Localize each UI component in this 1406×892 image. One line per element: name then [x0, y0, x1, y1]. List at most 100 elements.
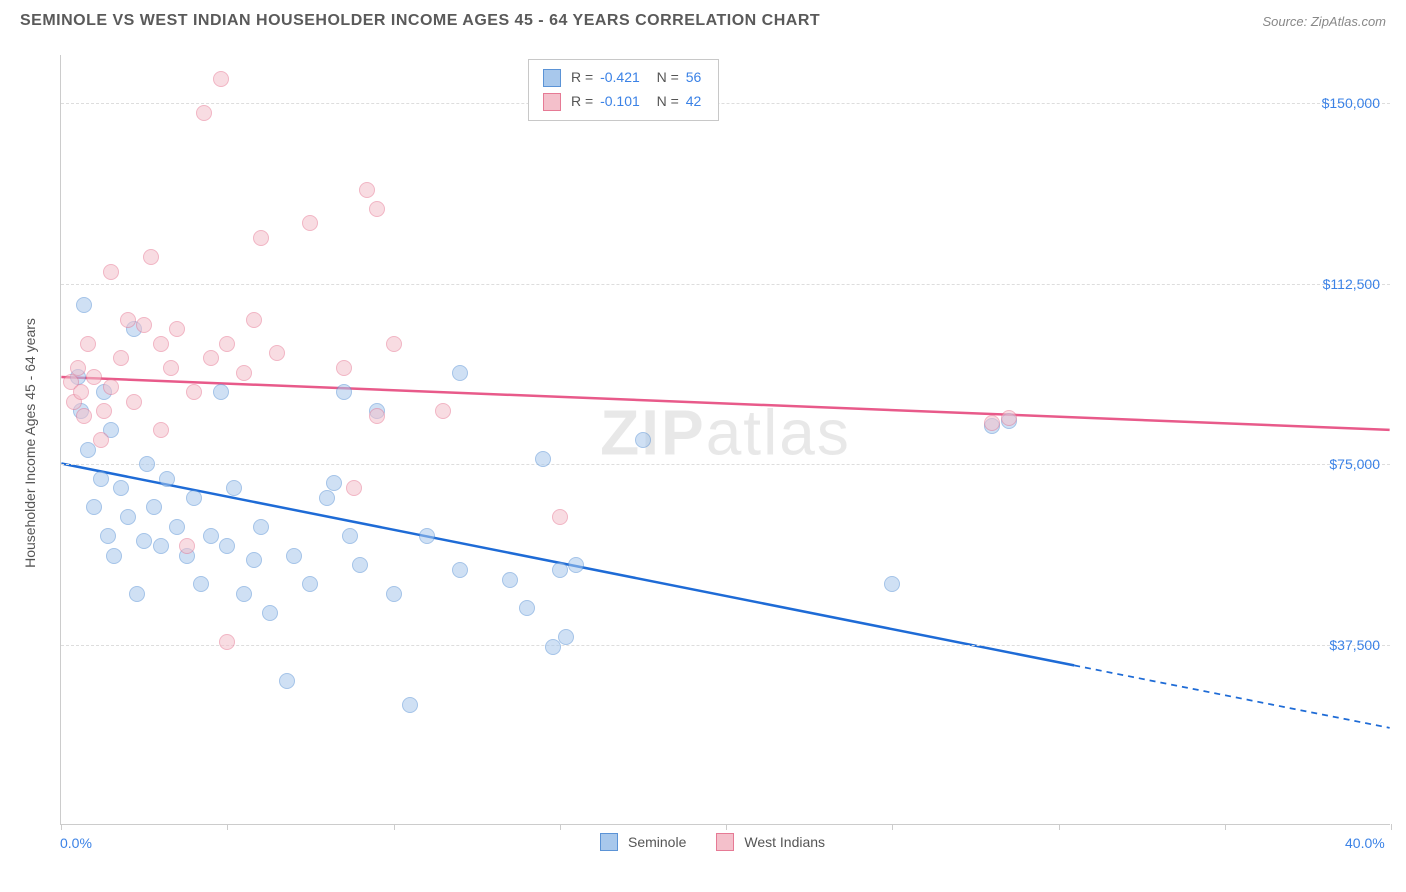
data-point: [93, 432, 109, 448]
data-point: [80, 336, 96, 352]
x-tick: [1225, 824, 1226, 830]
data-point: [120, 509, 136, 525]
chart-title: SEMINOLE VS WEST INDIAN HOUSEHOLDER INCO…: [20, 12, 820, 30]
data-point: [86, 369, 102, 385]
data-point: [219, 538, 235, 554]
data-point: [196, 105, 212, 121]
data-point: [126, 394, 142, 410]
x-min-label: 0.0%: [60, 835, 92, 851]
x-tick: [1391, 824, 1392, 830]
data-point: [386, 586, 402, 602]
gridline: [61, 284, 1390, 285]
data-point: [253, 519, 269, 535]
series-legend: Seminole West Indians: [600, 833, 825, 851]
data-point: [552, 509, 568, 525]
data-point: [86, 499, 102, 515]
data-point: [226, 480, 242, 496]
data-point: [76, 408, 92, 424]
data-point: [143, 249, 159, 265]
stats-row: R = -0.101 N = 42: [543, 90, 704, 114]
data-point: [519, 600, 535, 616]
data-point: [246, 552, 262, 568]
data-point: [279, 673, 295, 689]
data-point: [113, 350, 129, 366]
data-point: [153, 336, 169, 352]
y-tick-label: $75,000: [1329, 456, 1380, 472]
data-point: [120, 312, 136, 328]
chart-container: Householder Income Ages 45 - 64 years ZI…: [60, 55, 1390, 825]
data-point: [70, 360, 86, 376]
data-point: [93, 471, 109, 487]
series-swatch: [543, 69, 561, 87]
series-swatch: [543, 93, 561, 111]
chart-source: Source: ZipAtlas.com: [1262, 14, 1386, 29]
data-point: [336, 384, 352, 400]
data-point: [342, 528, 358, 544]
data-point: [136, 533, 152, 549]
y-tick-label: $37,500: [1329, 637, 1380, 653]
data-point: [113, 480, 129, 496]
data-point: [73, 384, 89, 400]
data-point: [186, 490, 202, 506]
data-point: [106, 548, 122, 564]
data-point: [452, 562, 468, 578]
legend-swatch: [716, 833, 734, 851]
data-point: [535, 451, 551, 467]
stat-n-label: N = 56: [653, 66, 705, 90]
gridline: [61, 103, 1390, 104]
data-point: [246, 312, 262, 328]
x-tick: [726, 824, 727, 830]
stats-legend-box: R = -0.421 N = 56R = -0.101 N = 42: [528, 59, 719, 121]
data-point: [203, 528, 219, 544]
data-point: [1001, 410, 1017, 426]
legend-item: West Indians: [716, 833, 825, 851]
gridline: [61, 645, 1390, 646]
trend-lines: [61, 55, 1390, 824]
legend-item: Seminole: [600, 833, 686, 851]
data-point: [558, 629, 574, 645]
data-point: [352, 557, 368, 573]
data-point: [326, 475, 342, 491]
chart-header: SEMINOLE VS WEST INDIAN HOUSEHOLDER INCO…: [0, 0, 1406, 38]
data-point: [76, 297, 92, 313]
data-point: [635, 432, 651, 448]
legend-label: West Indians: [744, 834, 825, 850]
data-point: [302, 215, 318, 231]
data-point: [286, 548, 302, 564]
data-point: [359, 182, 375, 198]
data-point: [153, 422, 169, 438]
data-point: [452, 365, 468, 381]
plot-area: ZIPatlas $37,500$75,000$112,500$150,000: [60, 55, 1390, 825]
data-point: [193, 576, 209, 592]
x-tick: [61, 824, 62, 830]
data-point: [402, 697, 418, 713]
data-point: [884, 576, 900, 592]
data-point: [169, 321, 185, 337]
data-point: [568, 557, 584, 573]
watermark: ZIPatlas: [600, 395, 851, 469]
data-point: [186, 384, 202, 400]
data-point: [203, 350, 219, 366]
data-point: [369, 201, 385, 217]
data-point: [319, 490, 335, 506]
data-point: [159, 471, 175, 487]
data-point: [253, 230, 269, 246]
data-point: [96, 403, 112, 419]
data-point: [100, 528, 116, 544]
data-point: [302, 576, 318, 592]
gridline: [61, 464, 1390, 465]
y-tick-label: $112,500: [1323, 276, 1380, 292]
data-point: [984, 415, 1000, 431]
data-point: [552, 562, 568, 578]
x-max-label: 40.0%: [1345, 835, 1385, 851]
data-point: [369, 408, 385, 424]
data-point: [179, 538, 195, 554]
x-tick: [394, 824, 395, 830]
data-point: [269, 345, 285, 361]
data-point: [219, 336, 235, 352]
data-point: [219, 634, 235, 650]
legend-label: Seminole: [628, 834, 686, 850]
data-point: [419, 528, 435, 544]
data-point: [435, 403, 451, 419]
data-point: [129, 586, 145, 602]
